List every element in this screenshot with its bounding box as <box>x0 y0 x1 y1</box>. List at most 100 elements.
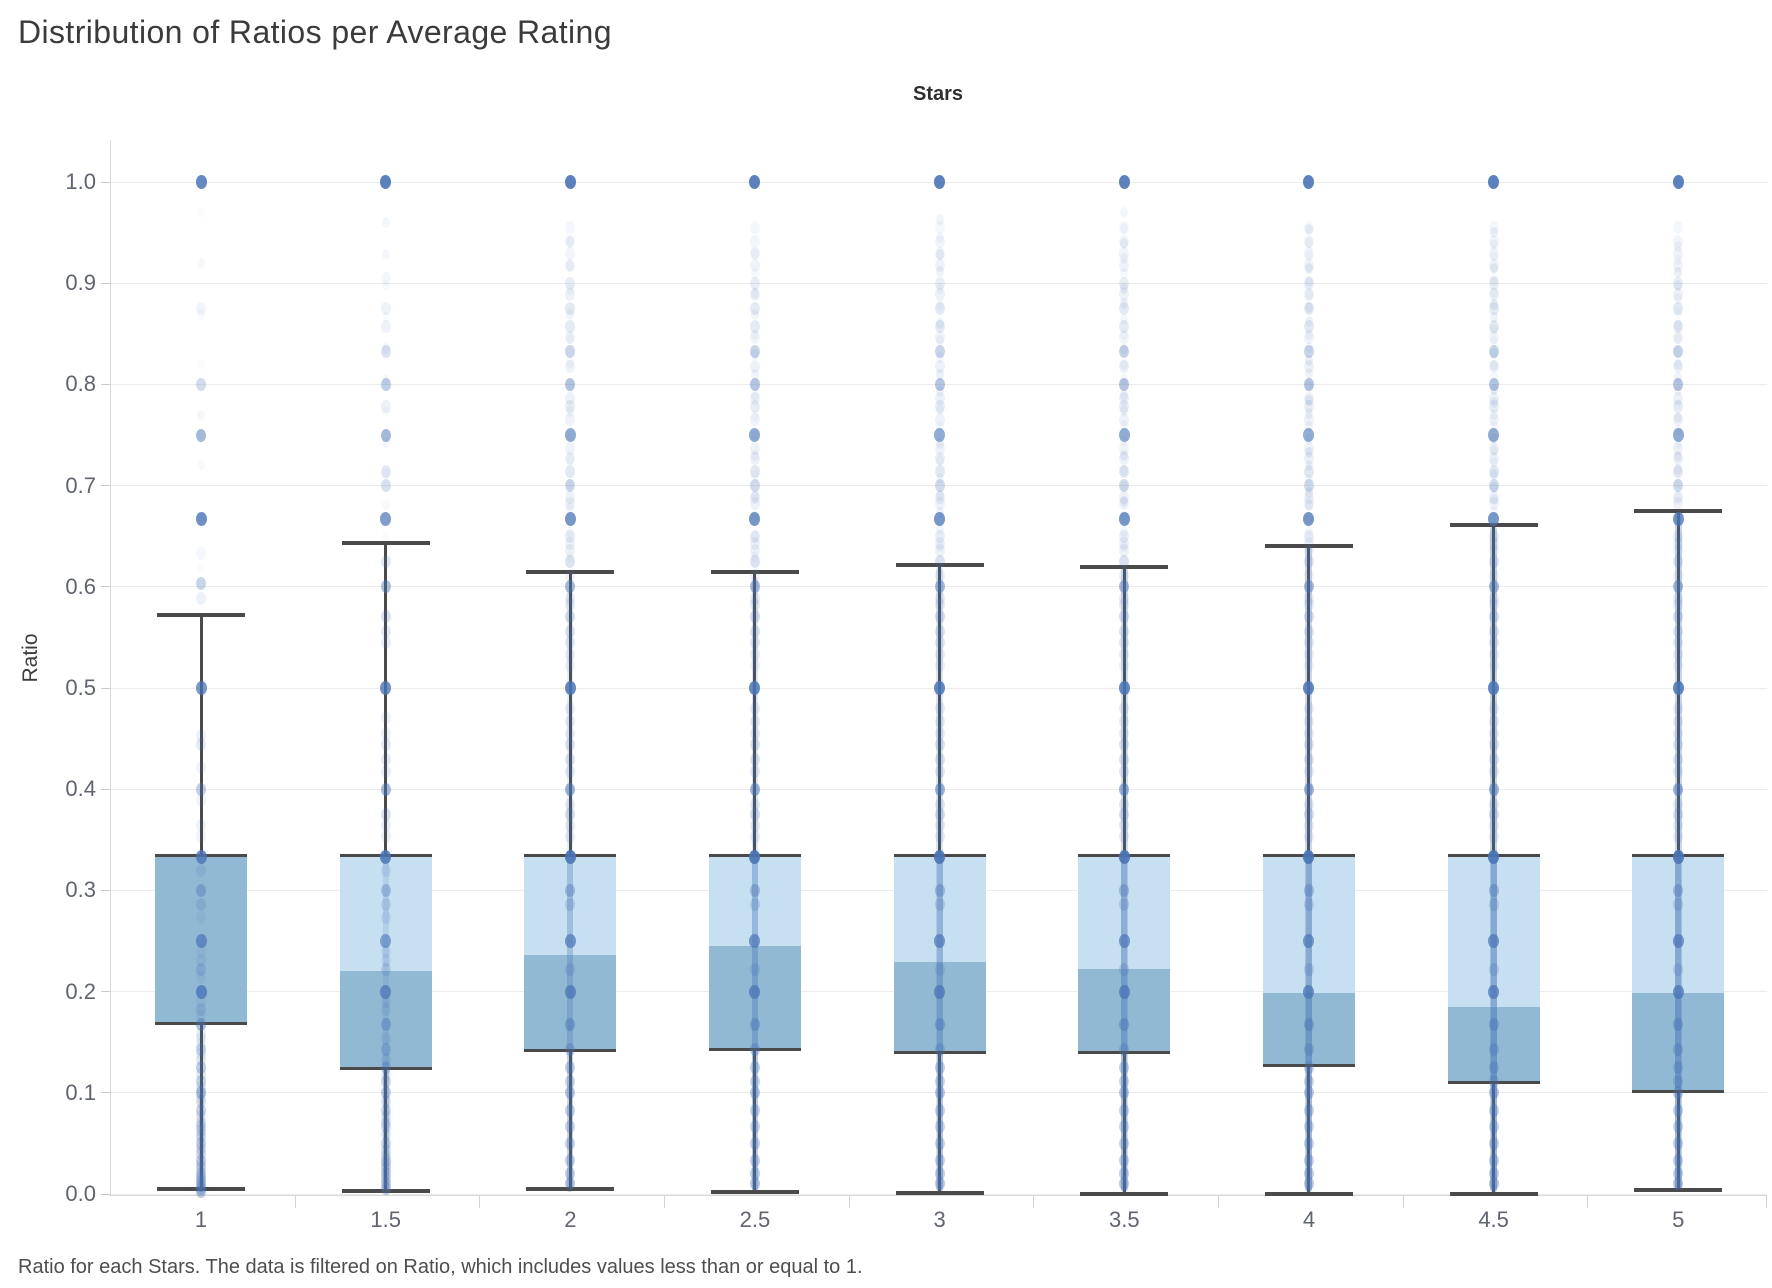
scatter-dot[interactable] <box>1674 490 1683 502</box>
scatter-dot[interactable] <box>934 808 945 821</box>
scatter-dot[interactable] <box>1489 360 1498 372</box>
scatter-dot[interactable] <box>380 765 391 779</box>
scatter-dot[interactable] <box>196 1068 206 1082</box>
scatter-streak[interactable] <box>936 849 943 1192</box>
scatter-dot[interactable] <box>1119 247 1130 261</box>
scatter-dot[interactable] <box>195 511 207 526</box>
scatter-dot[interactable] <box>380 1177 391 1191</box>
scatter-dot[interactable] <box>1488 276 1499 290</box>
scatter-dot[interactable] <box>1303 714 1314 728</box>
scatter-dot[interactable] <box>1489 420 1498 432</box>
scatter-dot[interactable] <box>1303 1177 1314 1191</box>
scatter-streak[interactable] <box>936 566 944 1192</box>
scatter-dot[interactable] <box>1119 1136 1130 1150</box>
scatter-dot[interactable] <box>1488 428 1500 442</box>
scatter-streak[interactable] <box>751 576 758 1192</box>
scatter-dot[interactable] <box>380 1158 391 1172</box>
scatter-dot[interactable] <box>380 782 391 796</box>
scatter-dot[interactable] <box>380 1115 391 1129</box>
scatter-dot[interactable] <box>381 342 390 354</box>
scatter-dot[interactable] <box>934 797 945 811</box>
scatter-dot[interactable] <box>1488 1086 1499 1100</box>
box-lower-quartile[interactable] <box>524 955 617 1051</box>
scatter-dot[interactable] <box>1303 259 1314 273</box>
scatter-dot[interactable] <box>196 1162 206 1176</box>
scatter-dot[interactable] <box>749 681 761 695</box>
whisker-upper-line[interactable] <box>568 571 572 856</box>
scatter-dot[interactable] <box>566 332 575 344</box>
scatter-dot[interactable] <box>196 898 206 912</box>
scatter-dot[interactable] <box>380 953 391 967</box>
scatter-dot[interactable] <box>1489 335 1498 347</box>
whisker-upper-line[interactable] <box>1122 566 1126 856</box>
scatter-dot[interactable] <box>380 511 392 526</box>
scatter-dot[interactable] <box>1304 447 1313 459</box>
scatter-dot[interactable] <box>749 569 760 583</box>
scatter-dot[interactable] <box>1673 898 1684 912</box>
scatter-dot[interactable] <box>749 898 760 912</box>
scatter-dot[interactable] <box>934 400 945 414</box>
scatter-dot[interactable] <box>1488 451 1499 465</box>
scatter-dot[interactable] <box>381 280 390 292</box>
scatter-dot[interactable] <box>565 597 576 611</box>
scatter-dot[interactable] <box>1488 344 1499 358</box>
scatter-dot[interactable] <box>380 1075 391 1089</box>
scatter-dot[interactable] <box>380 1136 391 1150</box>
scatter-dot[interactable] <box>1488 962 1499 976</box>
scatter-dot[interactable] <box>934 830 945 844</box>
scatter-dot[interactable] <box>1488 681 1500 695</box>
scatter-dot[interactable] <box>565 1154 576 1168</box>
scatter-dot[interactable] <box>1304 368 1313 380</box>
scatter-dot[interactable] <box>1120 480 1129 492</box>
scatter-dot[interactable] <box>1488 797 1499 811</box>
scatter-dot[interactable] <box>1120 541 1129 553</box>
scatter-dot[interactable] <box>565 580 576 594</box>
scatter-dot[interactable] <box>934 1136 945 1150</box>
scatter-dot[interactable] <box>1303 592 1314 606</box>
scatter-dot[interactable] <box>196 944 206 958</box>
scatter-dot[interactable] <box>1673 1075 1684 1089</box>
scatter-dot[interactable] <box>1303 782 1314 796</box>
scatter-dot[interactable] <box>1303 175 1315 189</box>
scatter-dot[interactable] <box>749 782 760 796</box>
scatter-dot[interactable] <box>1119 597 1130 611</box>
scatter-dot[interactable] <box>1303 934 1315 948</box>
scatter-dot[interactable] <box>1119 221 1130 235</box>
whisker-cap-bottom[interactable] <box>710 1189 799 1194</box>
scatter-dot[interactable] <box>1119 276 1130 290</box>
scatter-dot[interactable] <box>934 962 945 976</box>
scatter-dot[interactable] <box>934 247 945 261</box>
scatter-dot[interactable] <box>1489 226 1498 238</box>
scatter-dot[interactable] <box>1673 235 1684 249</box>
scatter-dot[interactable] <box>566 259 575 271</box>
scatter-dot[interactable] <box>1120 328 1129 340</box>
scatter-dot[interactable] <box>1120 207 1129 219</box>
scatter-dot[interactable] <box>381 437 390 449</box>
scatter-dot[interactable] <box>1674 293 1683 305</box>
scatter-dot[interactable] <box>196 1003 206 1017</box>
scatter-dot[interactable] <box>934 1103 945 1117</box>
scatter-dot[interactable] <box>1119 808 1130 821</box>
scatter-dot[interactable] <box>749 765 760 779</box>
scatter-dot[interactable] <box>934 714 945 728</box>
scatter-dot[interactable] <box>934 765 945 779</box>
scatter-dot[interactable] <box>1119 782 1130 796</box>
scatter-dot[interactable] <box>565 635 576 649</box>
scatter-dot[interactable] <box>1304 355 1313 367</box>
box-bottom-border[interactable] <box>1078 1050 1171 1054</box>
scatter-dot[interactable] <box>565 569 576 583</box>
scatter-dot[interactable] <box>1119 497 1130 511</box>
scatter-dot[interactable] <box>565 898 576 912</box>
whisker-lower-line[interactable] <box>1676 1091 1680 1190</box>
scatter-dot[interactable] <box>1304 328 1313 340</box>
whisker-lower-line[interactable] <box>384 1068 388 1191</box>
scatter-streak[interactable] <box>382 849 389 1192</box>
scatter-dot[interactable] <box>565 247 576 261</box>
scatter-dot[interactable] <box>196 1123 206 1137</box>
scatter-dot[interactable] <box>1303 701 1314 715</box>
whisker-cap-bottom[interactable] <box>1264 1192 1353 1196</box>
scatter-dot[interactable] <box>749 701 760 715</box>
scatter-dot[interactable] <box>934 413 945 427</box>
scatter-dot[interactable] <box>1119 738 1130 752</box>
scatter-dot[interactable] <box>934 511 946 526</box>
